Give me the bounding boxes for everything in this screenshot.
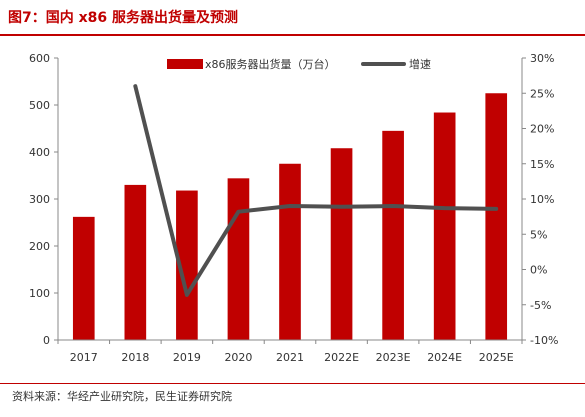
figure-title: 图7：国内 x86 服务器出货量及预测 bbox=[8, 10, 239, 26]
legend: x86服务器出货量（万台） 增速 bbox=[167, 57, 431, 71]
bar bbox=[433, 112, 456, 341]
source-note: 资料来源：华经产业研究院，民生证券研究院 bbox=[12, 390, 232, 403]
x-tick-label: 2025E bbox=[479, 351, 514, 364]
y-left-tick-label: 300 bbox=[29, 193, 50, 206]
legend-swatch-bar bbox=[167, 59, 203, 69]
x-tick-label: 2018 bbox=[121, 351, 149, 364]
y-right-tick-label: -5% bbox=[530, 299, 551, 312]
title-divider bbox=[0, 34, 585, 36]
y-left-tick-label: 400 bbox=[29, 146, 50, 159]
axes: 0 100 200 300 400 500 600 -10% -5% 0% 5% 10% 15% 20% 2… bbox=[29, 52, 558, 364]
x-tick-label: 2020 bbox=[224, 351, 252, 364]
y-left-tick-label: 200 bbox=[29, 240, 50, 253]
x-tick-label: 2022E bbox=[324, 351, 359, 364]
bar bbox=[485, 93, 508, 340]
line-series bbox=[133, 84, 499, 297]
legend-label-line: 增速 bbox=[409, 57, 431, 71]
x-tick-label: 2024E bbox=[427, 351, 462, 364]
y-right-tick-label: 5% bbox=[530, 228, 547, 241]
y-left-tick-label: 500 bbox=[29, 99, 50, 112]
x-tick-label: 2021 bbox=[276, 351, 304, 364]
legend-label-bar: x86服务器出货量（万台） bbox=[205, 57, 336, 71]
bar bbox=[72, 216, 95, 340]
x-tick-label: 2023E bbox=[376, 351, 411, 364]
chart-area: 0 100 200 300 400 500 600 -10% -5% 0% 5% 10% 15% 20% 2… bbox=[29, 52, 558, 364]
y-right-tick-label: 25% bbox=[530, 87, 554, 100]
x-tick-label: 2017 bbox=[70, 351, 98, 364]
y-right-tick-label: 30% bbox=[530, 52, 554, 65]
y-right-tick-label: 15% bbox=[530, 158, 554, 171]
y-right-tick-label: 10% bbox=[530, 193, 554, 206]
y-right-tick-label: 0% bbox=[530, 264, 547, 277]
source-divider bbox=[0, 383, 585, 384]
bar bbox=[330, 148, 353, 340]
growth-line bbox=[133, 84, 499, 297]
bar bbox=[176, 190, 198, 340]
y-right-tick-label: 20% bbox=[530, 123, 554, 136]
y-left-tick-label: 600 bbox=[29, 52, 50, 65]
bar bbox=[124, 184, 147, 340]
y-left-tick-label: 100 bbox=[29, 287, 50, 300]
bar bbox=[279, 163, 301, 340]
bar bbox=[382, 130, 404, 340]
bar-series bbox=[72, 93, 508, 341]
y-left-tick-label: 0 bbox=[43, 334, 50, 347]
x-tick-label: 2019 bbox=[173, 351, 201, 364]
y-right-tick-label: -10% bbox=[530, 334, 558, 347]
bar bbox=[227, 178, 250, 340]
